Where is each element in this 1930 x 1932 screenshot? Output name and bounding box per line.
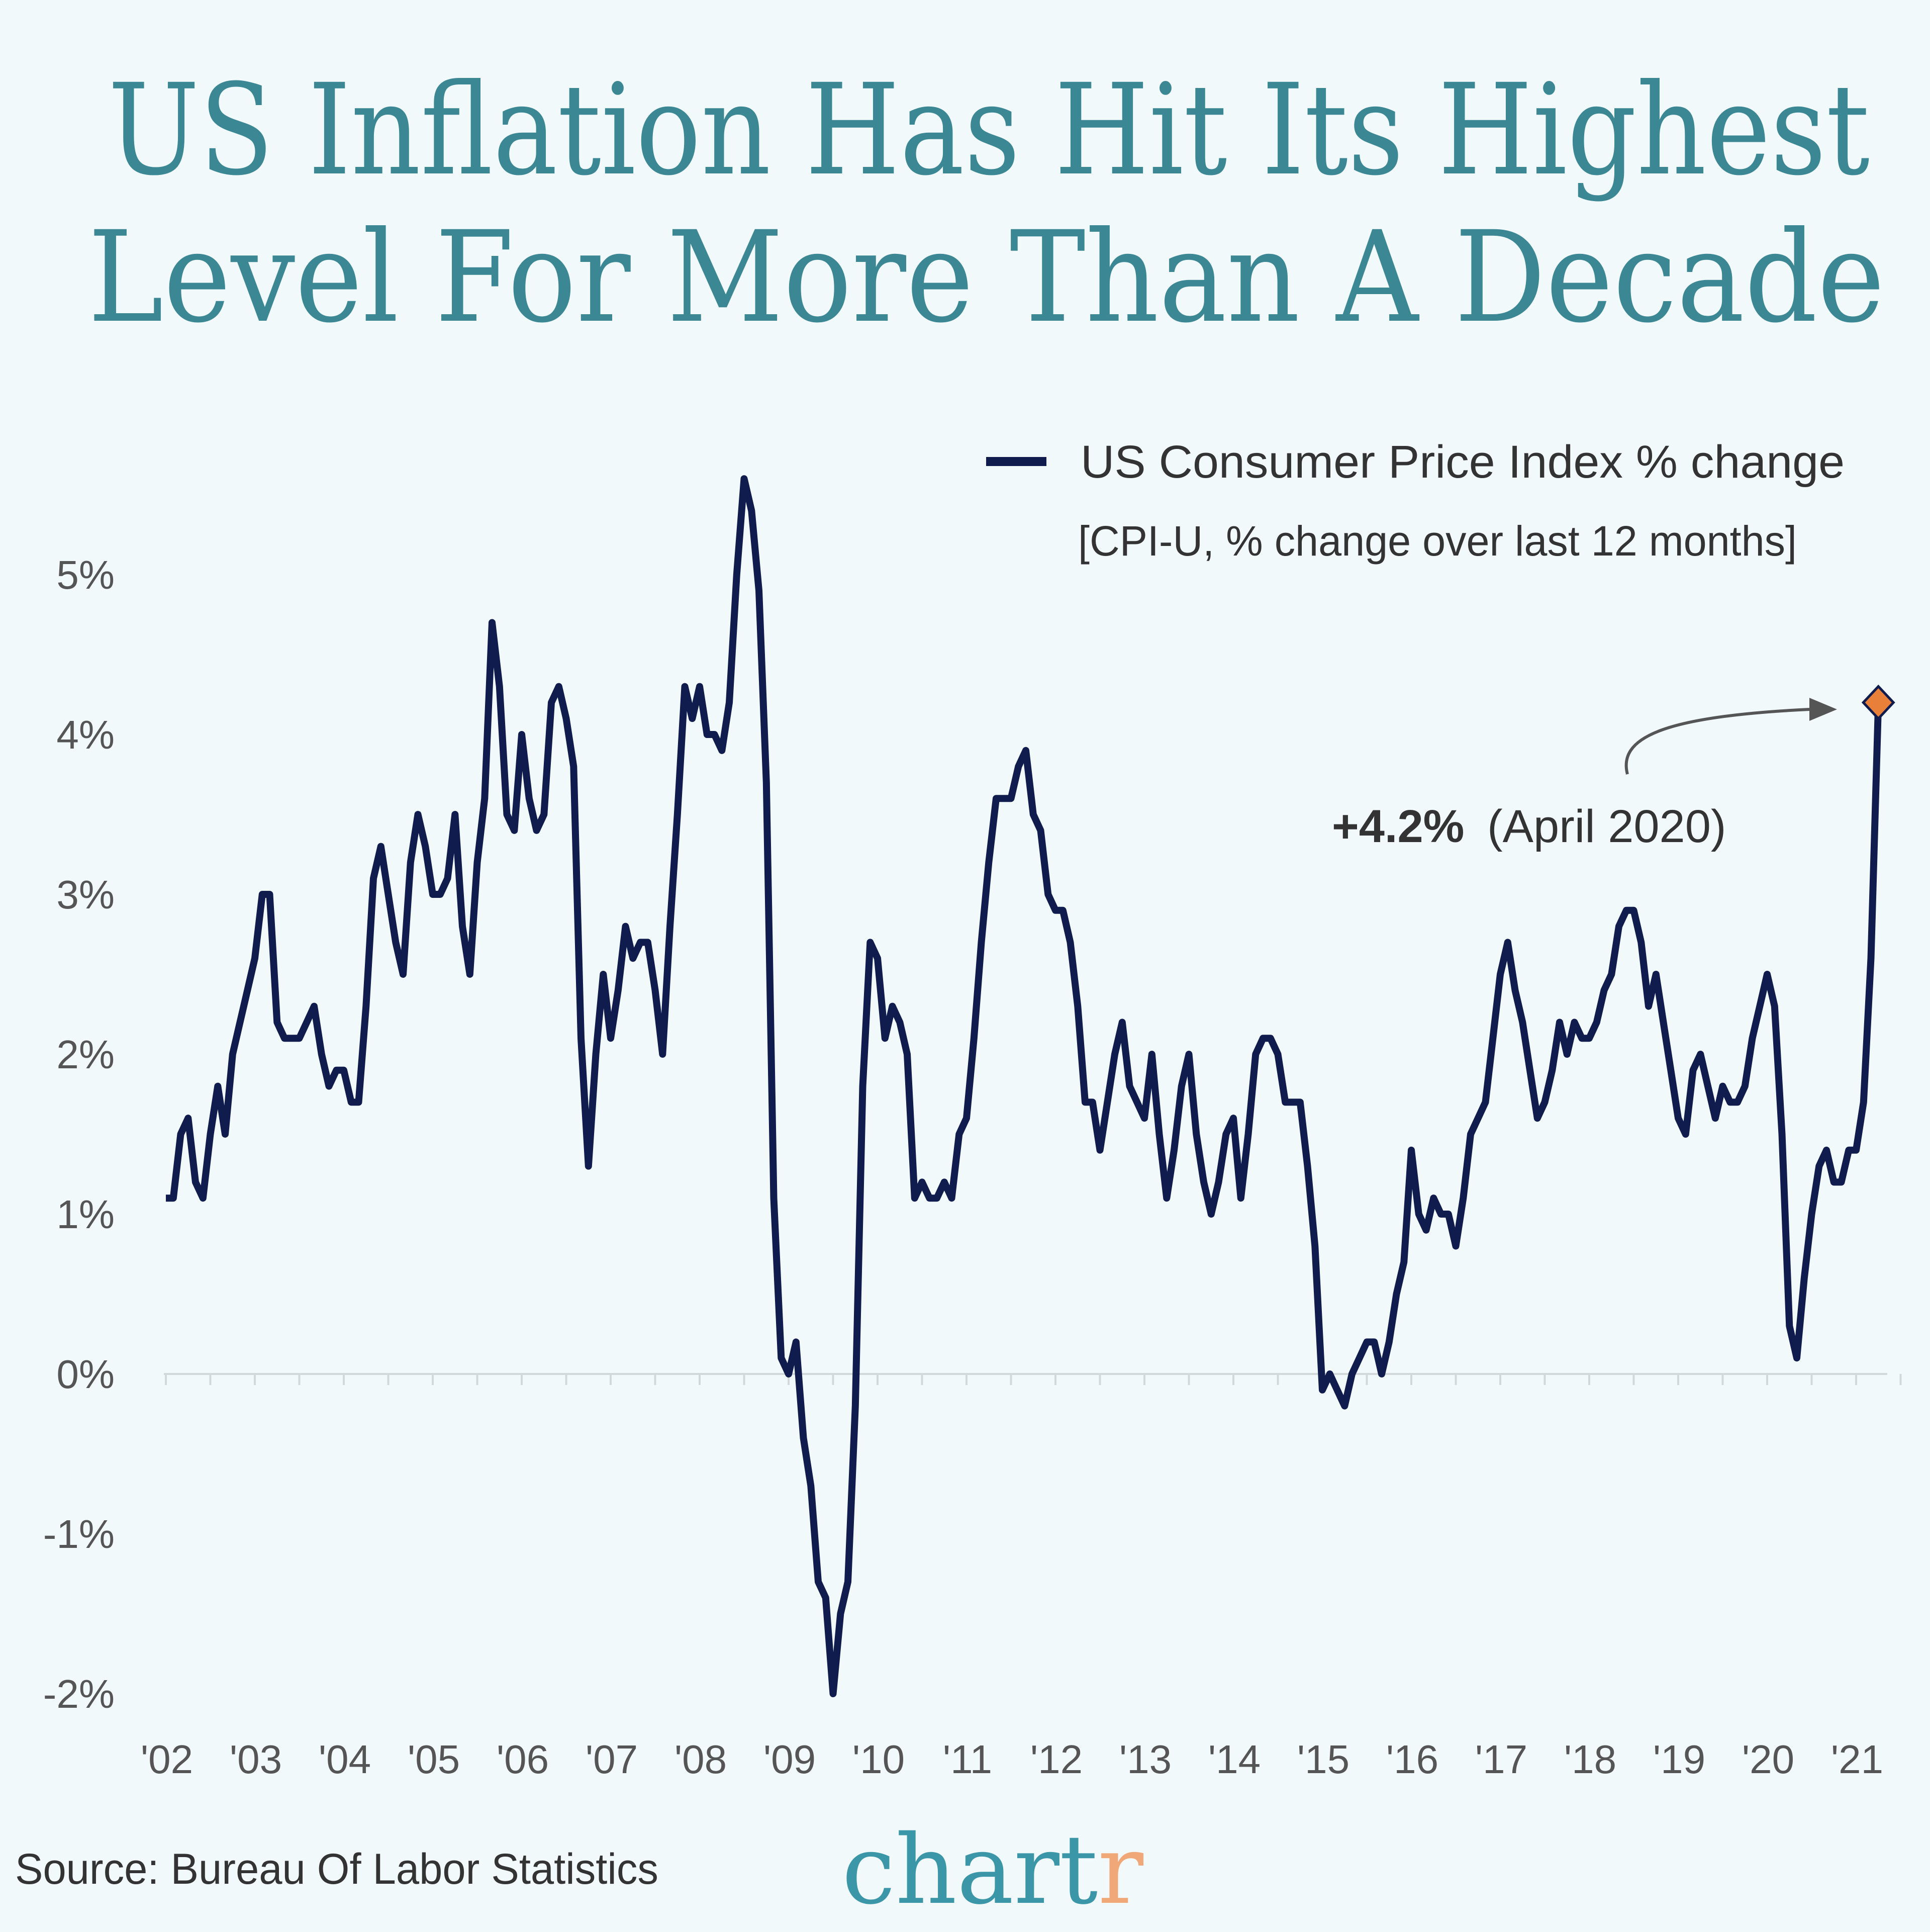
annotation-label: (April 2020) xyxy=(1487,801,1726,852)
x-tick-label: '07 xyxy=(586,1737,638,1782)
x-tick-label: '14 xyxy=(1208,1737,1261,1782)
y-tick-label: 0% xyxy=(56,1352,115,1397)
y-tick-label: -1% xyxy=(43,1512,115,1556)
arrow-head-icon xyxy=(1809,698,1837,721)
x-tick-label: '10 xyxy=(852,1737,905,1782)
x-tick-label: '04 xyxy=(319,1737,371,1782)
logo-accent: r xyxy=(1098,1814,1143,1925)
y-tick-label: 5% xyxy=(56,553,115,597)
legend-sublabel: [CPI-U, % change over last 12 months] xyxy=(1078,517,1797,565)
annotation-text: +4.2% (April 2020) xyxy=(1332,801,1726,852)
logo-main: chart xyxy=(842,1814,1098,1925)
chart-title-line1: US Inflation Has Hit Its Highest xyxy=(108,57,1870,203)
y-tick-label: -2% xyxy=(43,1672,115,1716)
latest-point-marker xyxy=(1861,684,1895,721)
y-tick-label: 2% xyxy=(56,1032,115,1077)
x-tick-label: '12 xyxy=(1030,1737,1083,1782)
y-tick-label: 3% xyxy=(56,872,115,917)
y-axis: 5% 4% 3% 2% 1% 0% -1% -2% xyxy=(43,553,115,1716)
x-tick-label: '11 xyxy=(943,1737,992,1782)
annotation-arrow xyxy=(1624,708,1810,775)
x-tick-label: '16 xyxy=(1386,1737,1438,1782)
x-tick-label: '06 xyxy=(497,1737,549,1782)
chart-title-line2: Level For More Than A Decade xyxy=(88,204,1885,350)
x-tick-label: '21 xyxy=(1831,1737,1883,1782)
x-tick-label: '02 xyxy=(141,1737,193,1782)
x-axis: '02 '03 '04 '05 '06 '07 '08 '09 '10 '11 '12 '13 '14 '… xyxy=(141,1374,1902,1782)
x-tick-label: '18 xyxy=(1564,1737,1616,1782)
x-tick-label: '08 xyxy=(674,1737,727,1782)
chartr-logo: chartr xyxy=(842,1814,1143,1925)
legend-label: US Consumer Price Index % change xyxy=(1081,436,1845,488)
x-tick-label: '19 xyxy=(1653,1737,1705,1782)
x-tick-label: '13 xyxy=(1119,1737,1172,1782)
annotation-value: +4.2% xyxy=(1332,801,1464,852)
x-tick-label: '15 xyxy=(1297,1737,1349,1782)
x-tick-label: '20 xyxy=(1742,1737,1794,1782)
y-tick-label: 4% xyxy=(56,712,115,757)
x-tick-label: '09 xyxy=(763,1737,816,1782)
series-line xyxy=(166,475,1882,1697)
x-tick-label: '17 xyxy=(1475,1737,1527,1782)
annotation: +4.2% (April 2020) xyxy=(1332,698,1837,852)
legend: US Consumer Price Index % change [CPI-U,… xyxy=(986,436,1845,565)
series-cpi xyxy=(166,475,1895,1697)
y-tick-label: 1% xyxy=(56,1192,115,1237)
source-note: Source: Bureau Of Labor Statistics xyxy=(15,1845,658,1893)
x-tick-label: '03 xyxy=(230,1737,282,1782)
x-tick-label: '05 xyxy=(408,1737,460,1782)
